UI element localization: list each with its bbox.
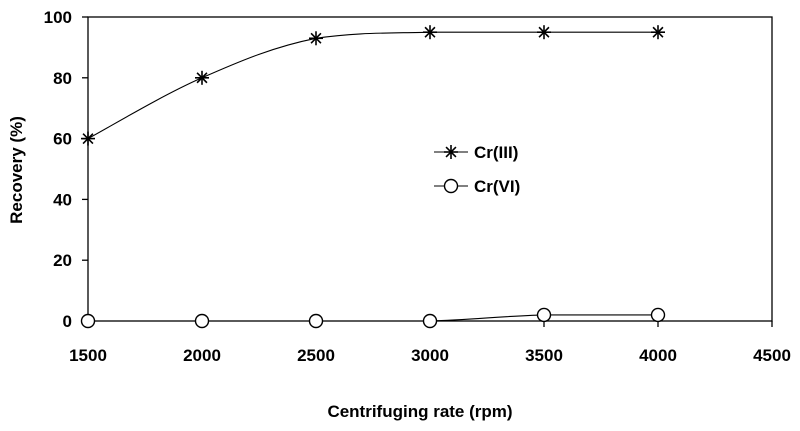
- data-point-cr-vi: [650, 307, 666, 323]
- series-line-1: [88, 314, 658, 322]
- legend: Cr(III) Cr(VI): [434, 143, 520, 196]
- series-line-0: [87, 31, 658, 140]
- x-tick-label: 3000: [411, 346, 449, 365]
- y-tick-label: 100: [44, 8, 72, 27]
- y-tick-label: 60: [53, 130, 72, 149]
- data-point-cr-iii: [309, 31, 323, 46]
- data-point-cr-vi: [536, 307, 552, 323]
- legend-marker-cr-iii: [444, 145, 458, 159]
- y-tick-label: 0: [63, 312, 72, 331]
- x-tick-label: 3500: [525, 346, 563, 365]
- legend-label-cr-iii: Cr(III): [474, 143, 518, 162]
- y-tick-label: 20: [53, 251, 72, 270]
- x-tick-label: 4000: [639, 346, 677, 365]
- data-point-cr-iii: [423, 25, 437, 40]
- data-point-cr-iii: [81, 131, 95, 146]
- data-point-cr-iii: [195, 70, 209, 85]
- x-tick-label: 4500: [753, 346, 791, 365]
- y-tick-label: 80: [53, 69, 72, 88]
- x-axis-title: Centrifuging rate (rpm): [327, 402, 512, 421]
- legend-marker-cr-vi: [443, 178, 459, 194]
- axes: [82, 16, 773, 327]
- legend-label-cr-vi: Cr(VI): [474, 177, 520, 196]
- x-tick-label: 2000: [183, 346, 221, 365]
- y-axis-title: Recovery (%): [7, 116, 26, 224]
- tick-labels: 1500 2000 2500 3000 3500 4000 4500 0 20 40 60 80 100: [44, 8, 791, 365]
- data-point-cr-vi: [80, 313, 96, 329]
- x-tick-label: 2500: [297, 346, 335, 365]
- y-tick-label: 40: [53, 190, 72, 209]
- x-tick-label: 1500: [69, 346, 107, 365]
- series-layer: [80, 25, 666, 329]
- plot-frame: [87, 16, 773, 322]
- data-point-cr-vi: [422, 313, 438, 329]
- data-point-cr-vi: [194, 313, 210, 329]
- data-point-cr-vi: [308, 313, 324, 329]
- data-point-cr-iii: [651, 25, 665, 40]
- data-point-cr-iii: [537, 25, 551, 40]
